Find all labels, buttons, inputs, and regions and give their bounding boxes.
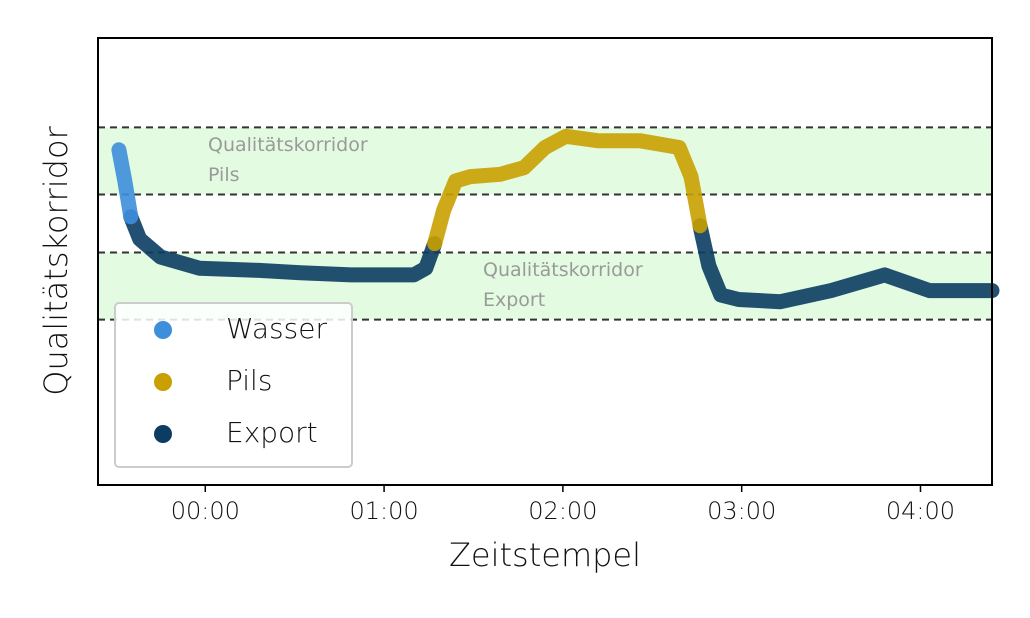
series-line xyxy=(427,128,708,252)
x-tick-label: 03:00 xyxy=(707,497,776,525)
corridor-label: Qualitätskorridor xyxy=(483,259,643,281)
corridor-label: Export xyxy=(483,289,545,311)
x-axis-title: Zeitstempel xyxy=(449,536,641,574)
legend-marker xyxy=(154,373,172,391)
legend: Wasser Pils Export xyxy=(114,302,353,468)
legend-box xyxy=(114,302,353,468)
x-ticks: 00:00 01:00 02:00 03:00 04:00 xyxy=(171,485,955,525)
corridor-label: Qualitätskorridor xyxy=(208,134,368,156)
x-tick-label: 04:00 xyxy=(886,497,955,525)
x-tick-label: 01:00 xyxy=(349,497,418,525)
legend-label: Wasser xyxy=(226,312,327,345)
corridor-label: Pils xyxy=(208,164,240,186)
legend-marker xyxy=(154,425,172,443)
legend-label: Pils xyxy=(226,364,272,397)
legend-marker xyxy=(154,321,172,339)
lines xyxy=(111,128,1000,310)
plot-frame xyxy=(97,37,993,486)
x-tick-label: 02:00 xyxy=(528,497,597,525)
series-line xyxy=(111,142,139,225)
series-line xyxy=(123,209,1000,310)
y-axis-title: Qualitätskorridor xyxy=(37,125,75,395)
legend-label: Export xyxy=(226,416,318,449)
corridor xyxy=(98,127,992,195)
x-tick-label: 00:00 xyxy=(171,497,240,525)
